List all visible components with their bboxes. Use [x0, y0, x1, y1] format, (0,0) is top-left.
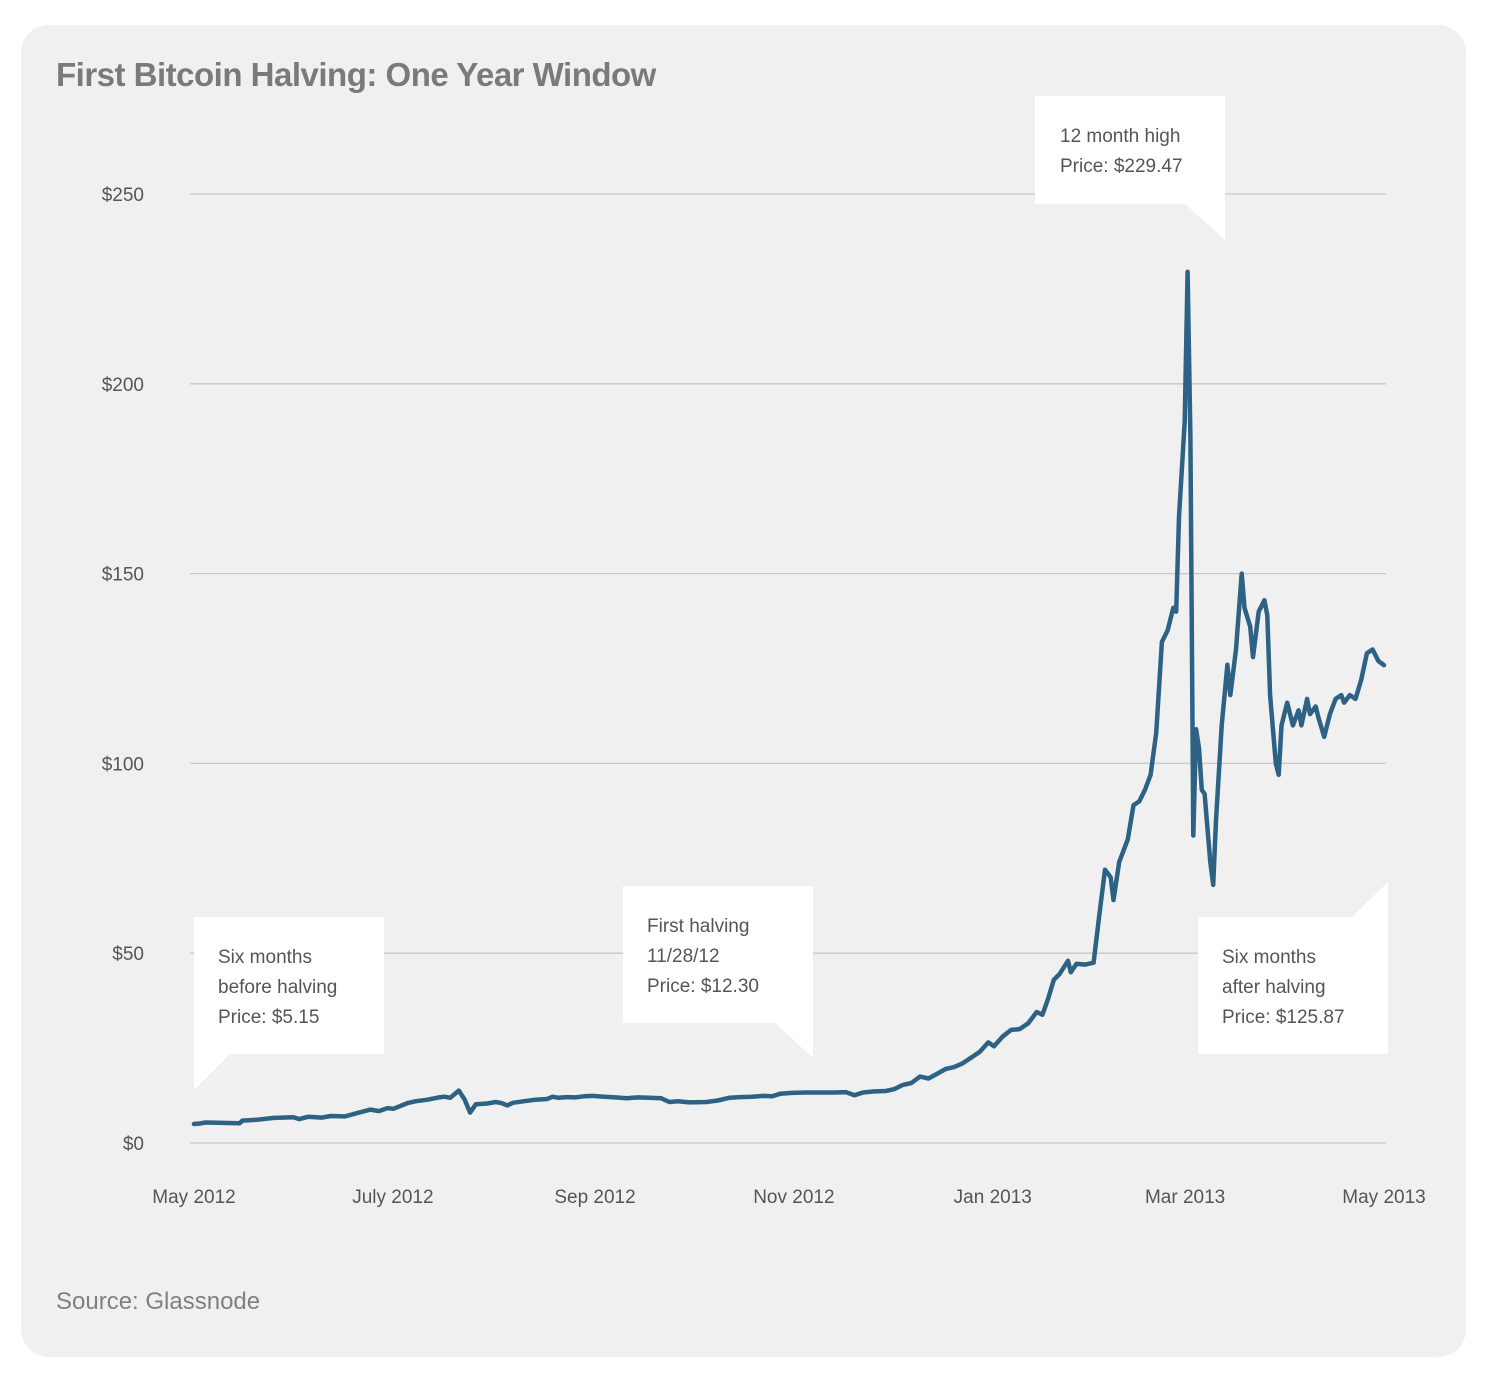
callout-pointer	[194, 1054, 230, 1090]
callout-text-line: Six months	[218, 947, 312, 968]
callout-high: 12 month high Price: $229.47	[1035, 96, 1225, 240]
callout-text-line: Price: $5.15	[218, 1007, 319, 1028]
y-axis-ticks: $0 $50 $100 $150 $200 $250	[102, 185, 144, 1155]
callout-text-line: Price: $229.47	[1060, 156, 1183, 177]
chart-title: First Bitcoin Halving: One Year Window	[56, 56, 656, 93]
callout-text-line: 12 month high	[1060, 126, 1180, 147]
x-tick-label: Jan 2013	[954, 1187, 1032, 1208]
y-tick-label: $200	[102, 375, 144, 396]
callout-halving: First halving 11/28/12 Price: $12.30	[623, 886, 813, 1058]
callout-box	[1035, 96, 1225, 204]
series-layer	[191, 269, 1387, 1127]
callout-before: Six months before halving Price: $5.15	[194, 917, 384, 1090]
callout-pointer	[775, 1023, 813, 1058]
y-tick-label: $0	[123, 1134, 144, 1155]
x-tick-label: May 2013	[1342, 1187, 1425, 1208]
callout-text-line: after halving	[1222, 977, 1326, 998]
x-tick-label: Nov 2012	[753, 1187, 834, 1208]
x-tick-label: Sep 2012	[554, 1187, 635, 1208]
callout-box	[194, 917, 384, 1054]
y-tick-label: $100	[102, 754, 144, 775]
callout-text-line: before halving	[218, 977, 337, 998]
y-tick-label: $50	[112, 944, 144, 965]
callout-text-line: Price: $12.30	[647, 976, 759, 997]
y-tick-label: $150	[102, 565, 144, 586]
callout-text-line: First halving	[647, 916, 749, 937]
callout-text-line: Six months	[1222, 947, 1316, 968]
source-note: Source: Glassnode	[56, 1288, 261, 1315]
x-axis-ticks: May 2012 July 2012 Sep 2012 Nov 2012 Jan 201…	[152, 1187, 1425, 1208]
x-tick-label: Mar 2013	[1145, 1187, 1225, 1208]
callout-box	[623, 886, 813, 1023]
callout-pointer	[1185, 204, 1225, 240]
callout-after: Six months after halving Price: $125.87	[1198, 882, 1388, 1054]
x-tick-label: May 2012	[152, 1187, 235, 1208]
x-tick-label: July 2012	[352, 1187, 433, 1208]
callout-text-line: 11/28/12	[647, 946, 720, 967]
callout-pointer	[1352, 882, 1388, 917]
y-tick-label: $250	[102, 185, 144, 206]
callout-box	[1198, 917, 1388, 1054]
callout-text-line: Price: $125.87	[1222, 1007, 1345, 1028]
callouts-layer: Six months before halving Price: $5.15 Firs…	[194, 96, 1388, 1090]
